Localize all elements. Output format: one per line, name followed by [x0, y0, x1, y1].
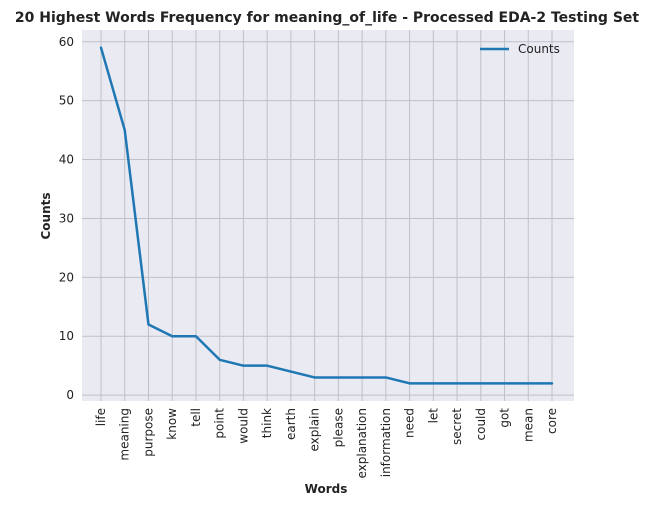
x-tick-label-please: please [331, 408, 345, 447]
x-tick-label-let: let [426, 408, 440, 424]
y-tick-label-50: 50 [59, 94, 74, 108]
y-tick-label-10: 10 [59, 329, 74, 343]
x-tick-label-life: life [94, 408, 108, 426]
y-tick-label-60: 60 [59, 35, 74, 49]
series-group [99, 46, 554, 385]
x-tick-label-think: think [260, 408, 274, 438]
legend-label-counts: Counts [518, 42, 560, 56]
x-tick-label-could: could [474, 408, 488, 441]
y-tick-label-0: 0 [66, 388, 74, 402]
y-gridlines [82, 41, 574, 396]
x-tick-label-would: would [236, 408, 250, 444]
x-tick-label-secret: secret [450, 408, 464, 445]
x-tick-label-need: need [403, 408, 417, 438]
x-axis-label: Words [305, 482, 348, 496]
x-tick-label-purpose: purpose [141, 408, 155, 457]
x-tick-label-core: core [545, 408, 559, 434]
y-axis-ticks: 0 10 20 30 40 50 60 [59, 35, 74, 402]
chart-title: 20 Highest Words Frequency for meaning_o… [15, 10, 640, 26]
x-gridlines [100, 30, 553, 401]
x-tick-label-mean: mean [521, 408, 535, 442]
x-tick-label-got: got [498, 408, 512, 428]
y-axis-label: Counts [39, 192, 53, 239]
legend: Counts [480, 42, 560, 56]
x-tick-label-information: information [379, 408, 393, 477]
plot-area [82, 30, 574, 401]
x-tick-label-earth: earth [284, 408, 298, 440]
y-tick-label-20: 20 [59, 270, 74, 284]
x-tick-label-meaning: meaning [118, 408, 132, 461]
x-tick-label-explanation: explanation [355, 408, 369, 479]
series-line-0 [99, 46, 554, 385]
x-tick-label-point: point [213, 408, 227, 439]
y-tick-label-30: 30 [59, 211, 74, 225]
x-tick-label-know: know [165, 408, 179, 440]
x-axis-ticks: life meaning purpose know tell point would thin… [94, 408, 559, 479]
x-tick-label-explain: explain [308, 408, 322, 452]
x-tick-label-tell: tell [189, 408, 203, 427]
y-tick-label-40: 40 [59, 153, 74, 167]
